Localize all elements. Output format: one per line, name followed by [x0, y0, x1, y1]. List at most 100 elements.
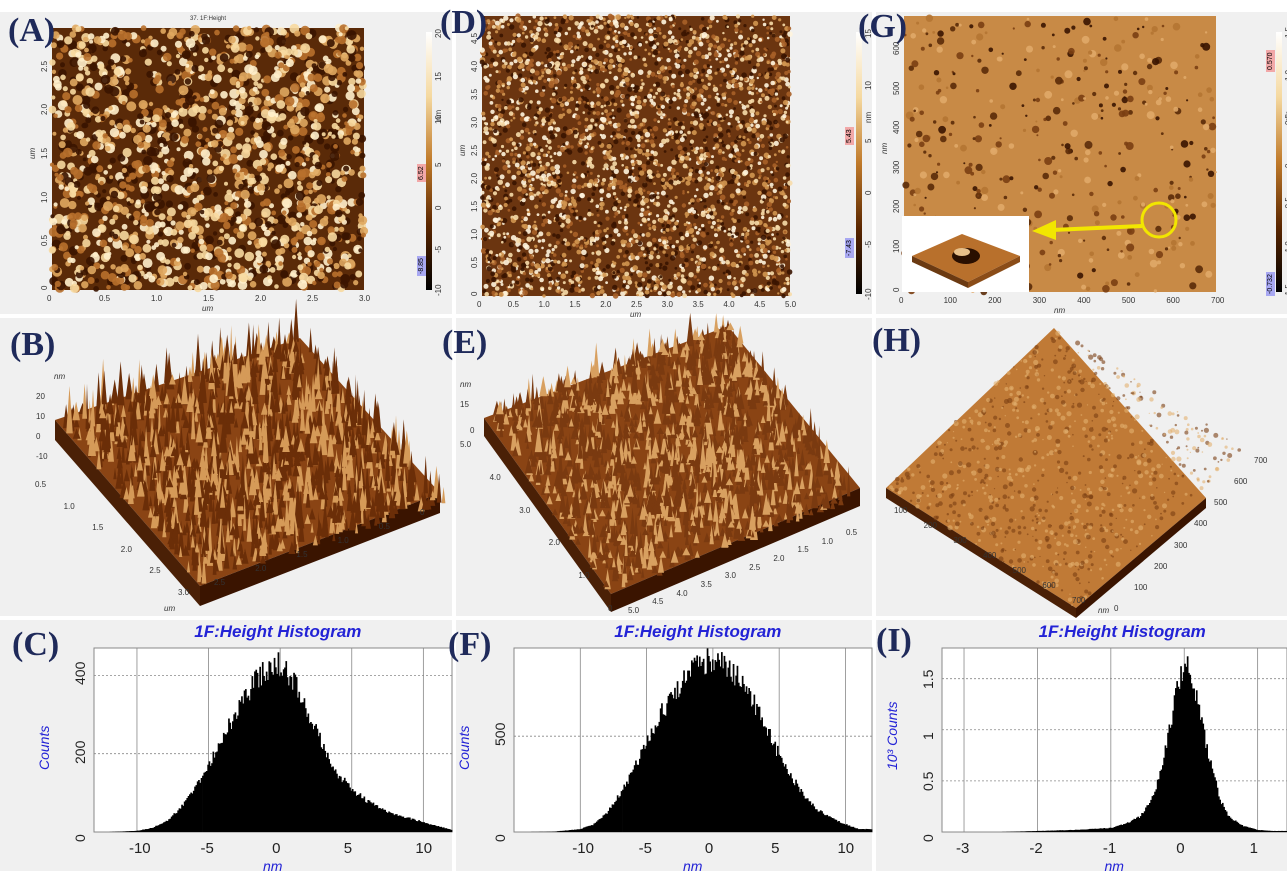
colorbar-a: [426, 32, 432, 290]
histogram-1-xtick: -5: [638, 840, 652, 857]
surface-e: [484, 312, 860, 612]
afm-d-cbar-tick: 0: [864, 190, 873, 196]
afm-a-xtick: 3.0: [359, 294, 371, 303]
colorbar-g: [1276, 32, 1282, 292]
surf-b-right-tick: 2.0: [255, 564, 267, 573]
histogram-2-title: 1F:Height Histogram: [1038, 622, 1206, 641]
afm-d-cbar-tick: -5: [864, 240, 873, 248]
surf-h-left-tick: 600: [1042, 581, 1056, 590]
surf-b-z-tick: -10: [36, 452, 48, 461]
histogram-2-ytick: 0.5: [920, 771, 936, 791]
afm-g-ytick: 100: [892, 239, 901, 253]
surf-h-left-tick: 100: [894, 506, 908, 515]
label-h: (H): [872, 322, 922, 359]
surf-e-right-tick: 3.5: [700, 580, 712, 589]
histogram-i: [941, 647, 1287, 833]
afm-d-ytick: 2.5: [470, 144, 479, 156]
label-f: (F): [448, 626, 492, 663]
afm-d-cbar-tick: 5: [864, 138, 873, 143]
afm-g-xtick: 400: [1077, 296, 1091, 305]
colorbar-a-max: 6.52: [417, 164, 426, 182]
afm-g-xtick: 500: [1121, 296, 1136, 305]
afm-a-title: 37. 1F:Height: [190, 16, 227, 22]
surf-b-left-tick: 2.5: [149, 566, 161, 576]
afm-a-ytick: 2.5: [40, 60, 49, 72]
surf-e-left-tick: 2.0: [548, 538, 560, 548]
label-e: (E): [442, 324, 488, 361]
afm-a-cbar-tick: 0: [434, 205, 443, 210]
histogram-2-ytick: 1.5: [920, 669, 936, 689]
surf-b-left-tick: 2.0: [120, 544, 132, 554]
surf-e-right-tick: 2.0: [773, 554, 785, 563]
afm-image-a: [48, 23, 369, 293]
surf-b-left-tick: 1.0: [63, 501, 75, 511]
histogram-2-xtick: -1: [1102, 840, 1117, 857]
afm-a-xtick: 2.5: [307, 294, 319, 303]
histogram-1-ytick: 500: [492, 722, 508, 747]
histogram-2-ylabel: 10³ Counts: [884, 701, 900, 770]
histogram-2-xtick: -3: [956, 840, 970, 857]
afm-d-ytick: 4.0: [470, 60, 479, 72]
afm-d-yunit: um: [458, 144, 467, 156]
surf-b-right-tick: 0.5: [378, 522, 390, 531]
afm-a-ytick: 1.5: [40, 147, 49, 159]
afm-a-cbar-tick: 5: [434, 162, 443, 167]
afm-d-ytick: 4.5: [470, 32, 479, 44]
colorbar-d-min: -7.43: [845, 238, 854, 258]
afm-g-xtick: 200: [988, 296, 1002, 305]
surf-e-right-tick: 1.0: [821, 536, 833, 546]
surf-e-z-tick: 15: [460, 400, 469, 409]
surf-h-left-tick: 300: [953, 536, 967, 545]
histogram-0-xtick: 0: [272, 840, 281, 857]
afm-a-cbar-tick: -10: [434, 284, 443, 296]
afm-d-xtick: 3.0: [661, 300, 673, 309]
afm-g-xtick: 700: [1211, 296, 1225, 305]
surf-e-zunit: nm: [460, 380, 472, 389]
surf-e-right-tick: 5.0: [628, 606, 640, 615]
colorbar-d: [856, 32, 862, 294]
histogram-0-xtick: -10: [128, 840, 151, 857]
afm-g-ytick: 200: [892, 199, 901, 214]
afm-d-ytick: 2.0: [470, 172, 479, 184]
histogram-2-xtick: 1: [1249, 840, 1258, 857]
surf-h-left-tick: 200: [923, 521, 938, 530]
afm-d-cbar-tick: 15: [864, 29, 873, 38]
afm-g-ytick: 0: [892, 287, 901, 292]
histogram-0-ytick: 400: [72, 662, 88, 686]
afm-d-xtick: 2.0: [600, 300, 612, 309]
afm-g-ytick: 600: [892, 42, 901, 56]
afm-a-xtick: 0: [47, 294, 52, 303]
afm-d-xtick: 0: [477, 300, 482, 309]
surf-e-right-tick: 2.5: [749, 562, 761, 572]
histogram-0-ylabel: Counts: [36, 725, 52, 770]
afm-a-ytick: 0: [40, 285, 49, 290]
surf-h-right-tick: 400: [1194, 519, 1208, 529]
surf-h-left-tick: 500: [1012, 566, 1027, 575]
histogram-2-xlabel: nm: [1104, 858, 1124, 874]
surf-h-left-tick: 400: [983, 551, 997, 560]
label-b: (B): [10, 326, 56, 363]
afm-g-ytick: 400: [892, 120, 901, 135]
surf-b-left-tick: 3.0: [178, 588, 190, 597]
histogram-0-xtick: 10: [415, 840, 433, 857]
afm-image-d: [479, 13, 793, 299]
histogram-0-xtick: -5: [200, 840, 214, 857]
surf-h-left-tick: 700: [1072, 596, 1086, 605]
histogram-1-xtick: 5: [771, 840, 780, 857]
histogram-f: [513, 647, 873, 833]
label-i: (I): [876, 622, 912, 659]
surf-h-right-tick: 500: [1214, 498, 1228, 508]
afm-g-xtick: 600: [1166, 296, 1180, 305]
surf-b-right-tick: 1.0: [337, 536, 349, 545]
afm-d-xtick: 4.0: [723, 300, 735, 309]
afm-g-ytick: 500: [892, 81, 901, 95]
afm-a-cbar-tick: 20: [434, 29, 443, 38]
surface-b: [55, 298, 446, 606]
afm-d-xtick: 1.5: [569, 300, 581, 309]
label-d: (D): [440, 4, 488, 41]
afm-d-xtick: 5.0: [785, 300, 797, 309]
afm-inset-pit: [902, 216, 1029, 292]
afm-d-xunit: um: [630, 310, 642, 319]
surf-h-right-tick: 300: [1174, 540, 1188, 550]
surf-h-right-tick: 600: [1234, 477, 1248, 487]
